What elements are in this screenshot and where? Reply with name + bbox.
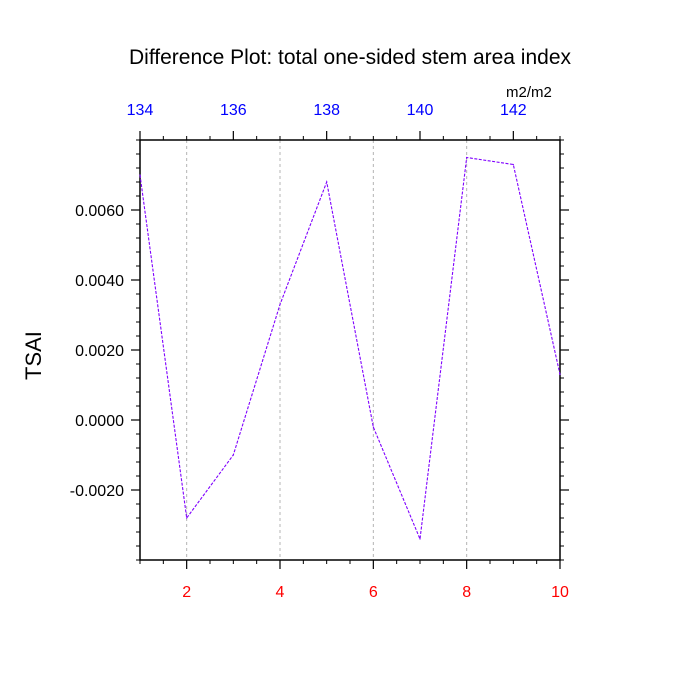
plot-frame [139,139,561,561]
y-tick-label: 0.0020 [75,343,124,360]
y-tick-label: -0.0020 [70,483,124,500]
top-tick-label: 138 [313,102,340,119]
top-tick-label: 140 [407,102,434,119]
x-tick-label: 10 [551,584,569,601]
data-point [326,181,328,183]
data-point [139,174,141,176]
data-point [279,303,281,306]
y-tick-label: 0.0000 [75,413,124,430]
top-tick-label: 136 [220,102,247,119]
data-point [232,454,234,456]
data-point [186,517,188,519]
series-line [139,156,561,542]
data-point [512,163,514,166]
top-tick-label: 142 [500,102,527,119]
data-point [419,538,421,540]
units-label: m2/m2 [506,84,552,101]
y-tick-label: 0.0040 [75,273,124,290]
x-tick-label: 8 [462,584,471,601]
data-point [466,156,468,159]
top-tick-label: 134 [127,102,154,119]
data-point [372,426,374,428]
y-tick-label: 0.0060 [75,203,124,220]
x-tick-label: 6 [369,584,378,601]
data-point [559,373,561,376]
chart-title: Difference Plot: total one-sided stem ar… [128,46,572,69]
x-tick-label: 2 [182,584,191,601]
x-tick-label: 4 [276,584,285,601]
